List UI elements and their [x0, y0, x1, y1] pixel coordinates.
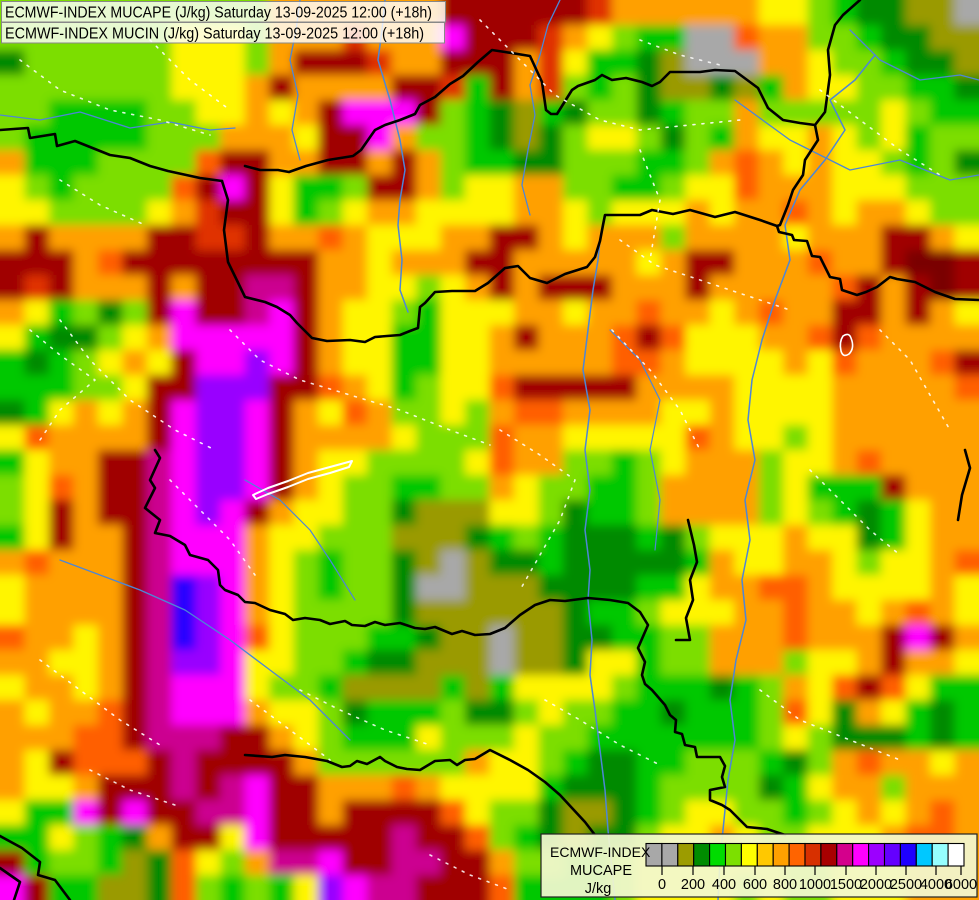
svg-text:2000: 2000	[860, 877, 892, 893]
svg-text:ECMWF-INDEX: ECMWF-INDEX	[550, 844, 651, 860]
svg-text:6000: 6000	[945, 877, 977, 893]
svg-text:400: 400	[712, 877, 736, 893]
svg-text:1500: 1500	[830, 877, 862, 893]
svg-text:800: 800	[773, 877, 797, 893]
svg-text:MUCAPE: MUCAPE	[570, 863, 632, 879]
svg-text:0: 0	[658, 877, 666, 893]
svg-text:2500: 2500	[890, 877, 922, 893]
svg-text:1000: 1000	[799, 877, 831, 893]
svg-text:600: 600	[743, 877, 767, 893]
svg-text:4000: 4000	[920, 877, 952, 893]
svg-text:ECMWF-INDEX MUCAPE (J/kg) Satu: ECMWF-INDEX MUCAPE (J/kg) Saturday 13-09…	[5, 5, 432, 22]
svg-text:J/kg: J/kg	[585, 881, 612, 897]
svg-text:200: 200	[681, 877, 705, 893]
svg-text:ECMWF-INDEX MUCIN (J/kg) Satur: ECMWF-INDEX MUCIN (J/kg) Saturday 13-09-…	[5, 26, 424, 43]
